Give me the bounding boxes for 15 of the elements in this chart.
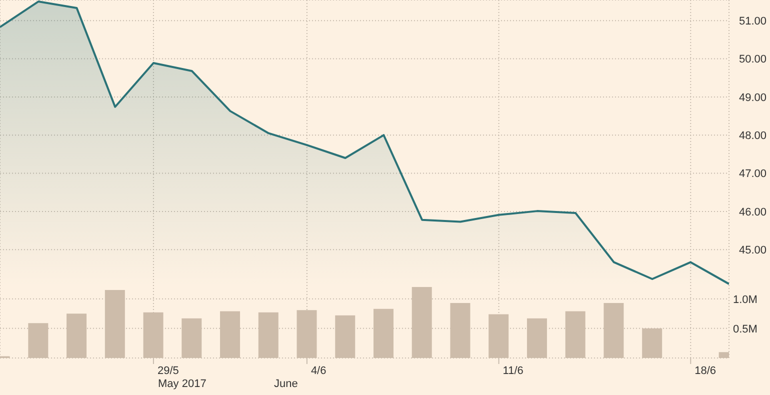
- text: May 2017: [158, 378, 206, 390]
- text: June: [274, 378, 298, 390]
- x-tick-label: 18/6: [694, 365, 716, 377]
- x-tick-label: 11/6: [502, 365, 524, 377]
- y-tick-label: 50.00: [739, 54, 767, 66]
- y2-tick-label: 1.0M: [733, 294, 758, 306]
- y-tick-label: 46.00: [739, 206, 767, 218]
- y-tick-label: 48.00: [739, 130, 767, 142]
- y-tick-label: 49.00: [739, 92, 767, 104]
- y-tick-label: 51.00: [739, 16, 767, 28]
- x-tick-label: 4/6: [310, 365, 326, 377]
- y-tick-label: 47.00: [739, 168, 767, 180]
- y-tick-label: 45.00: [739, 244, 767, 257]
- y2-tick-label: 0.5M: [733, 323, 758, 336]
- x-tick-label: 29/5: [157, 365, 179, 377]
